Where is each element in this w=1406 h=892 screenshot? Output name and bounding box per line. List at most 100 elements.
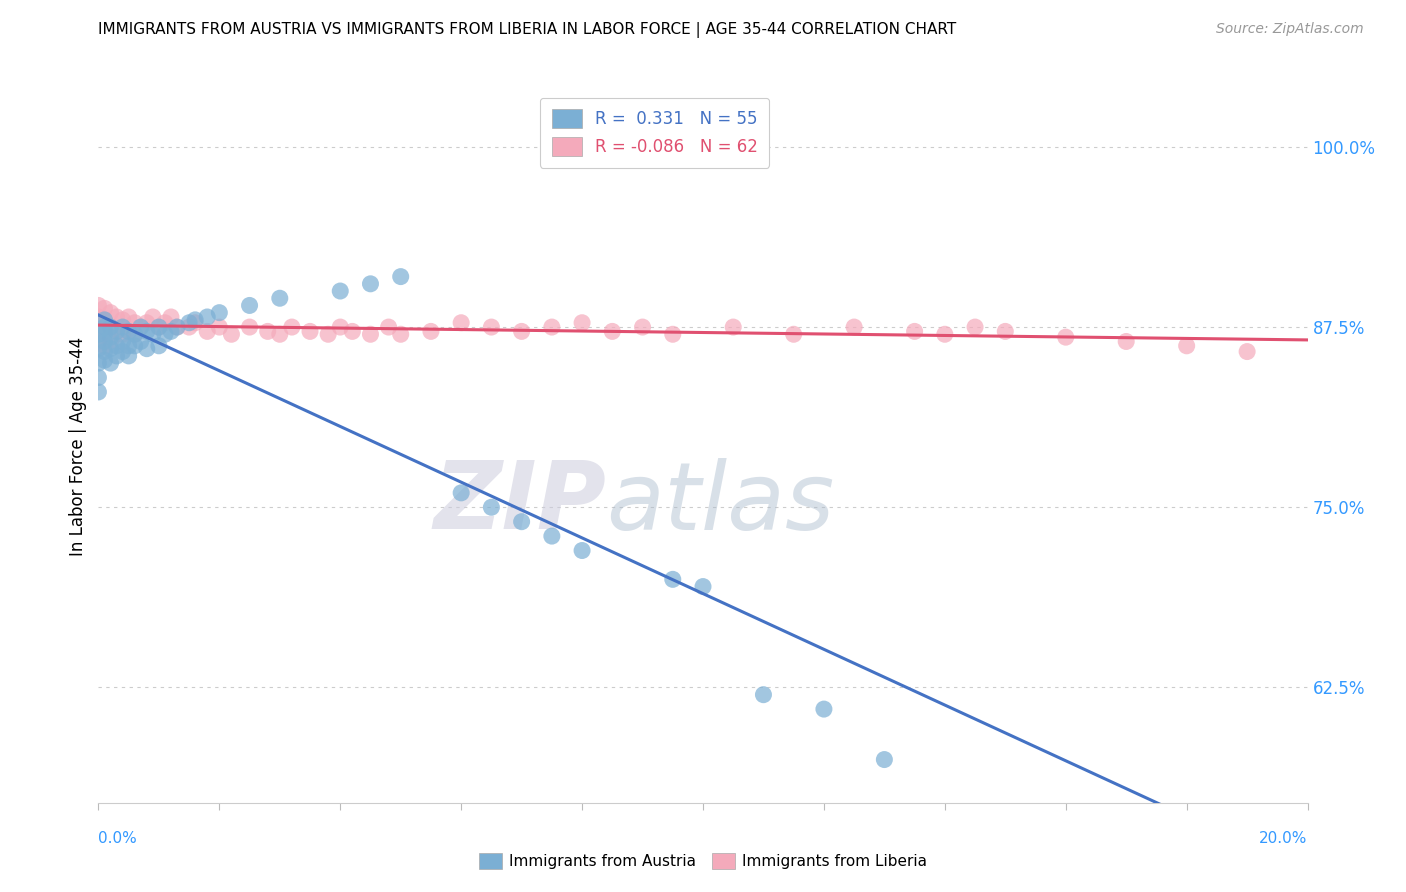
Point: [111, 313, 134, 327]
Point: [93, 313, 115, 327]
Point: [342, 325, 364, 339]
Point: [510, 515, 533, 529]
Point: [934, 327, 956, 342]
Point: [1054, 330, 1077, 344]
Point: [661, 327, 683, 342]
Point: [124, 327, 146, 342]
Point: [105, 310, 128, 324]
Point: [93, 344, 115, 359]
Point: [129, 320, 152, 334]
Point: [752, 688, 775, 702]
Point: [93, 320, 115, 334]
Point: [93, 327, 115, 342]
Point: [118, 325, 141, 339]
Point: [93, 325, 115, 339]
Point: [316, 327, 339, 342]
Point: [256, 325, 278, 339]
Point: [124, 339, 146, 353]
Point: [160, 310, 183, 324]
Point: [360, 277, 382, 291]
Point: [299, 325, 322, 339]
Point: [148, 320, 170, 334]
Point: [239, 320, 262, 334]
Point: [782, 327, 804, 342]
Point: [105, 349, 128, 363]
Y-axis label: In Labor Force | Age 35-44: In Labor Force | Age 35-44: [69, 336, 87, 556]
Point: [93, 334, 115, 349]
Point: [87, 342, 110, 356]
Point: [100, 356, 122, 370]
Point: [481, 500, 503, 515]
Point: [93, 353, 115, 368]
Point: [184, 313, 207, 327]
Point: [602, 325, 624, 339]
Point: [111, 344, 134, 359]
Point: [1115, 334, 1137, 349]
Point: [118, 310, 141, 324]
Point: [87, 334, 110, 349]
Point: [153, 327, 176, 342]
Point: [118, 349, 141, 363]
Point: [100, 342, 122, 356]
Point: [281, 320, 304, 334]
Point: [329, 320, 352, 334]
Text: atlas: atlas: [606, 458, 835, 549]
Point: [142, 327, 165, 342]
Point: [87, 370, 110, 384]
Point: [377, 320, 399, 334]
Point: [184, 316, 207, 330]
Point: [100, 320, 122, 334]
Point: [1236, 344, 1258, 359]
Point: [153, 316, 176, 330]
Point: [111, 320, 134, 334]
Text: ZIP: ZIP: [433, 457, 606, 549]
Point: [965, 320, 987, 334]
Point: [510, 325, 533, 339]
Point: [177, 316, 201, 330]
Point: [135, 325, 157, 339]
Point: [389, 269, 412, 284]
Point: [269, 327, 291, 342]
Point: [813, 702, 835, 716]
Point: [87, 298, 110, 312]
Point: [148, 320, 170, 334]
Legend: Immigrants from Austria, Immigrants from Liberia: Immigrants from Austria, Immigrants from…: [472, 847, 934, 875]
Point: [450, 316, 472, 330]
Point: [166, 320, 188, 334]
Point: [329, 284, 352, 298]
Point: [118, 339, 141, 353]
Point: [721, 320, 744, 334]
Point: [160, 325, 183, 339]
Point: [111, 334, 134, 349]
Point: [124, 327, 146, 342]
Point: [105, 325, 128, 339]
Point: [269, 291, 291, 305]
Point: [177, 320, 201, 334]
Legend: R =  0.331   N = 55, R = -0.086   N = 62: R = 0.331 N = 55, R = -0.086 N = 62: [540, 97, 769, 168]
Point: [195, 310, 218, 324]
Point: [208, 320, 231, 334]
Point: [994, 325, 1017, 339]
Point: [100, 334, 122, 349]
Text: 20.0%: 20.0%: [1260, 831, 1308, 846]
Point: [540, 320, 562, 334]
Point: [93, 301, 115, 316]
Point: [100, 306, 122, 320]
Point: [661, 572, 683, 586]
Text: Source: ZipAtlas.com: Source: ZipAtlas.com: [1216, 22, 1364, 37]
Point: [571, 316, 593, 330]
Point: [142, 310, 165, 324]
Point: [239, 298, 262, 312]
Point: [105, 325, 128, 339]
Point: [87, 310, 110, 324]
Point: [904, 325, 927, 339]
Text: IMMIGRANTS FROM AUSTRIA VS IMMIGRANTS FROM LIBERIA IN LABOR FORCE | AGE 35-44 CO: IMMIGRANTS FROM AUSTRIA VS IMMIGRANTS FR…: [98, 22, 956, 38]
Point: [87, 384, 110, 399]
Point: [360, 327, 382, 342]
Point: [481, 320, 503, 334]
Point: [87, 327, 110, 342]
Point: [571, 543, 593, 558]
Point: [419, 325, 441, 339]
Point: [1175, 339, 1198, 353]
Point: [540, 529, 562, 543]
